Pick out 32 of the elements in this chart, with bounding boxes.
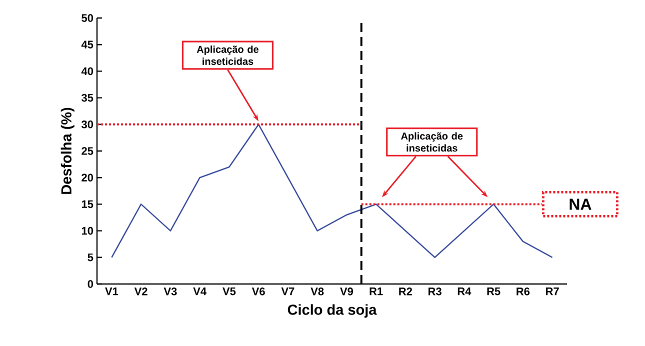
x-tick-label: V5 <box>222 288 236 296</box>
x-tick-label: V9 <box>340 288 354 296</box>
y-axis-title: Desfolha (%) <box>60 108 74 194</box>
x-tick-label: V8 <box>310 288 324 296</box>
x-tick-label: R5 <box>487 288 500 296</box>
annotation: Aplicação de inseticidas <box>401 132 463 152</box>
x-tick-label: R1 <box>370 288 383 296</box>
x-tick-label: V7 <box>281 288 294 296</box>
x-tick-label: V2 <box>134 288 148 296</box>
x-axis-title: Ciclo da soja <box>288 304 377 318</box>
y-tick-label: 45 <box>81 40 94 48</box>
x-tick-label: R7 <box>546 288 559 296</box>
y-tick-label: 30 <box>81 120 94 128</box>
y-tick-label: 0 <box>88 280 94 288</box>
y-tick-label: 25 <box>82 147 94 155</box>
x-tick-label: R6 <box>516 288 530 296</box>
y-tick-label: 40 <box>81 67 94 76</box>
y-tick-label: 50 <box>82 14 94 22</box>
y-tick-label: 5 <box>88 254 94 262</box>
x-tick-label: V4 <box>193 288 206 296</box>
y-tick-label: 15 <box>82 200 94 208</box>
annotation: Aplicação de inseticidas <box>196 46 259 65</box>
x-tick-label: V3 <box>164 288 177 296</box>
x-tick-label: R4 <box>458 288 472 296</box>
y-tick-label: 10 <box>82 226 94 235</box>
x-tick-label: R3 <box>428 288 442 296</box>
x-tick-label: R2 <box>399 288 412 296</box>
y-tick-label: 20 <box>82 174 94 182</box>
x-tick-label: V6 <box>252 288 265 296</box>
x-tick-label: V1 <box>105 288 118 296</box>
y-tick-label: 35 <box>81 94 94 102</box>
ref-line-label: NA <box>570 198 592 210</box>
